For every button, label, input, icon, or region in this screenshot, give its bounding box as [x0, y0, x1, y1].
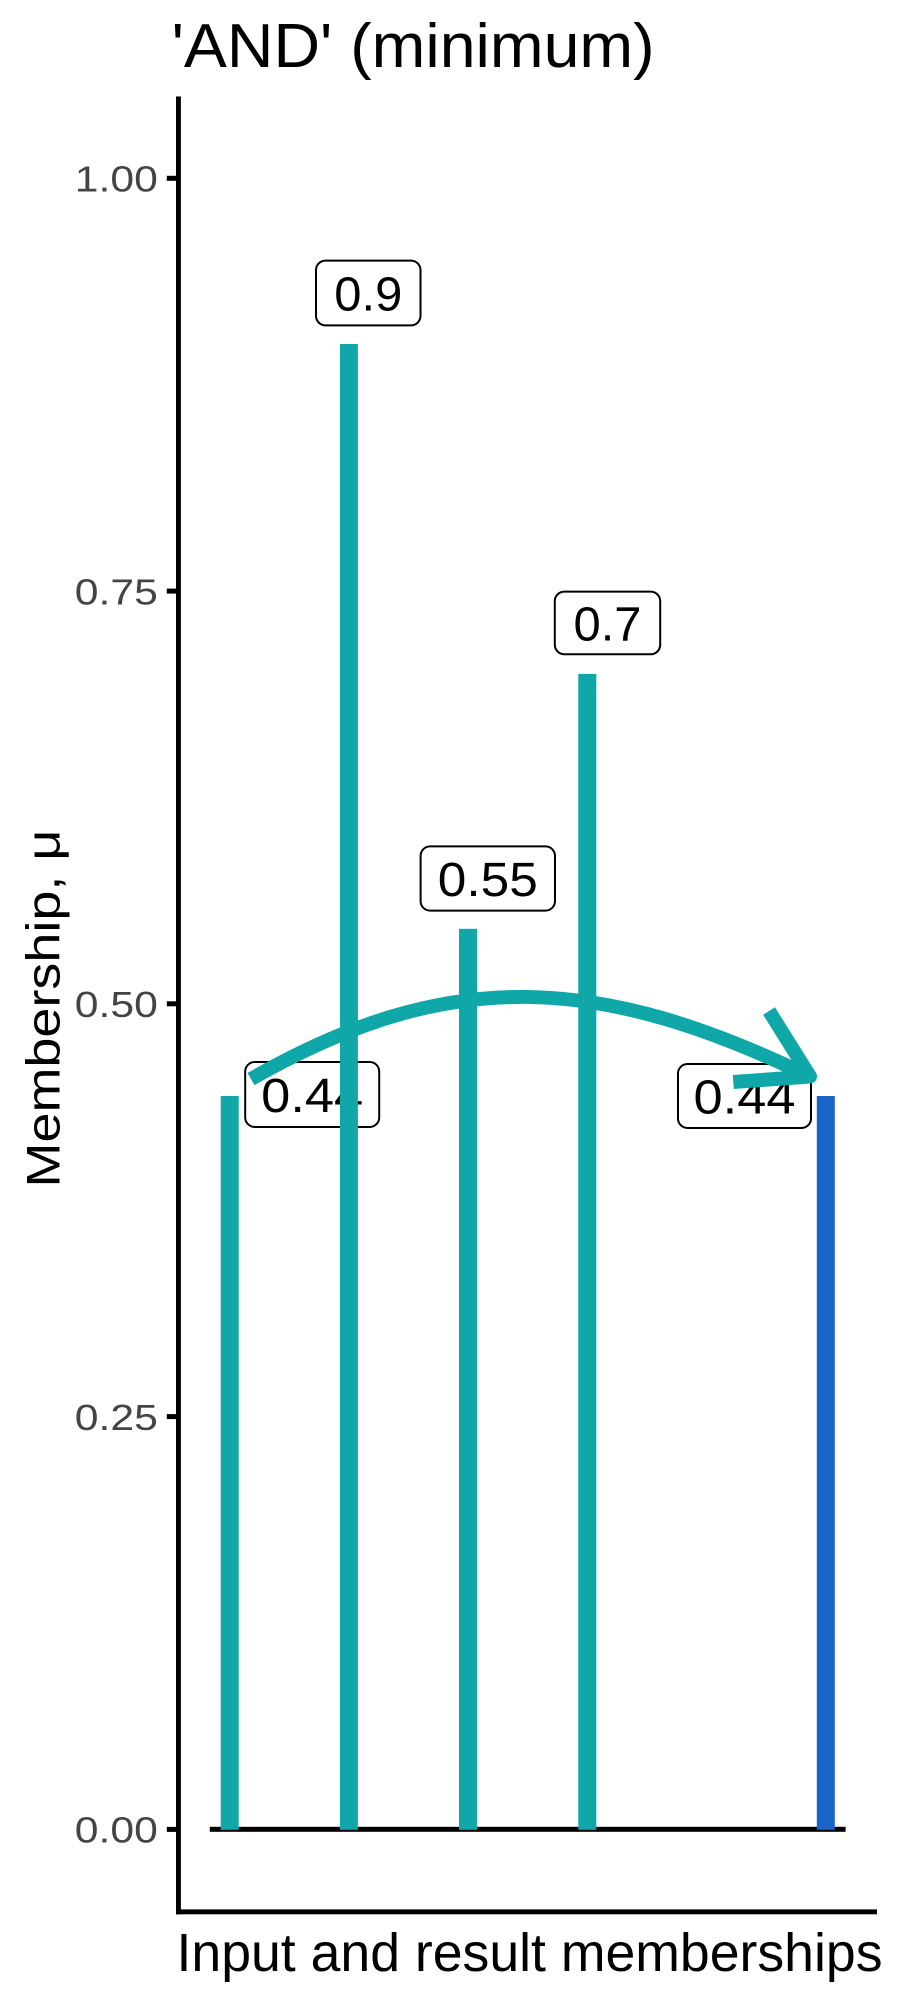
svg-text:'AND' (minimum): 'AND' (minimum)	[172, 12, 655, 81]
svg-text:0.25: 0.25	[75, 1397, 158, 1438]
svg-text:0.50: 0.50	[75, 984, 158, 1025]
svg-text:0.7: 0.7	[574, 598, 642, 651]
svg-text:0.00: 0.00	[75, 1810, 158, 1851]
svg-text:Input and result memberships: Input and result memberships	[177, 1923, 883, 1983]
svg-text:0.9: 0.9	[334, 268, 402, 321]
svg-text:Membership, μ: Membership, μ	[16, 830, 69, 1188]
svg-text:0.55: 0.55	[438, 854, 538, 907]
svg-text:0.75: 0.75	[75, 571, 158, 612]
svg-text:1.00: 1.00	[75, 159, 158, 200]
